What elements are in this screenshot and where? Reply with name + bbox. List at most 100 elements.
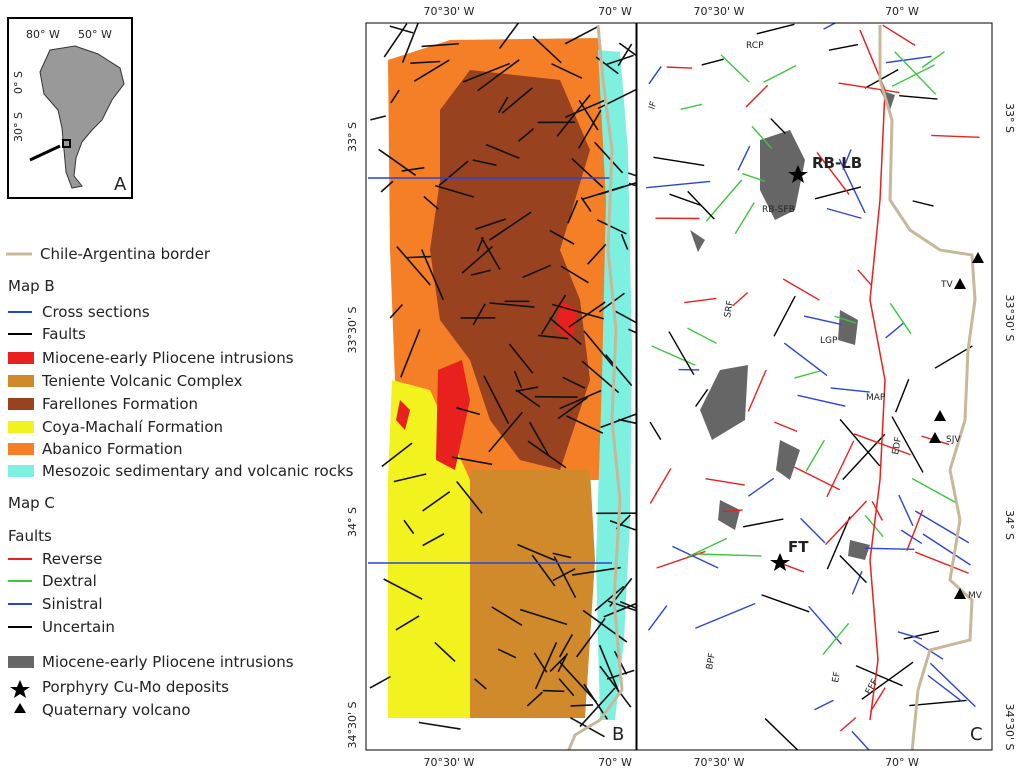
fault: [423, 195, 439, 210]
fault: [912, 200, 934, 207]
map-frame: [636, 22, 993, 751]
fault: [763, 64, 797, 83]
fault: [922, 533, 971, 566]
fault: [900, 529, 923, 545]
fault: [517, 543, 556, 561]
inset-lon-label: 80° W: [26, 28, 60, 41]
fault: [513, 370, 523, 389]
fault: [456, 480, 483, 514]
fault: [828, 43, 859, 51]
fault: [508, 343, 534, 374]
fault: [695, 602, 756, 629]
map-label: LGP: [820, 336, 838, 346]
fault: [842, 149, 852, 170]
fault: [488, 411, 523, 453]
legend-text: Cross sections: [42, 303, 150, 321]
fault: [370, 115, 386, 121]
legend-text: Abanico Formation: [42, 440, 183, 458]
fault: [517, 127, 535, 142]
tick-label: 70° W: [598, 756, 632, 769]
legend-heading: Faults: [8, 527, 52, 545]
fault: [420, 249, 444, 301]
fault: [580, 196, 592, 213]
fault: [515, 386, 539, 393]
fault: [531, 554, 556, 587]
fault: [480, 236, 501, 271]
fault: [680, 103, 703, 110]
fault: [532, 35, 562, 64]
fault: [823, 23, 837, 30]
fault: [826, 440, 855, 498]
map-label: MAP: [866, 393, 886, 403]
fault: [794, 370, 821, 379]
fault: [770, 118, 786, 135]
fault: [452, 456, 493, 466]
map-label: SJV: [946, 435, 961, 445]
legend-text: Porphyry Cu-Mo deposits: [42, 678, 229, 696]
map-c: 70°30' W 70° W 70°30' W 70° W 33° S 33°3…: [636, 5, 1016, 769]
legend: Chile-Argentina border Map B Cross secti…: [6, 245, 354, 719]
fault: [400, 329, 421, 378]
fault: [571, 157, 604, 188]
fault: [909, 699, 967, 707]
fault: [734, 202, 755, 235]
fault: [913, 639, 944, 660]
fault: [534, 395, 578, 399]
fault: [705, 179, 743, 222]
fault: [745, 84, 769, 108]
legend-swatch: [10, 680, 30, 698]
fault: [814, 186, 862, 200]
fault: [886, 55, 932, 64]
fault: [871, 500, 884, 521]
fault: [582, 609, 628, 643]
fault: [558, 661, 597, 703]
fault: [522, 264, 552, 279]
deposit: [770, 553, 790, 571]
fault: [562, 376, 586, 389]
fault: [742, 172, 766, 183]
fault: [794, 466, 841, 491]
fault: [869, 687, 886, 713]
fault: [859, 29, 886, 721]
fault: [559, 389, 602, 410]
fault: [839, 418, 881, 467]
fault: [594, 585, 625, 612]
fault: [747, 477, 775, 497]
fault: [921, 51, 945, 69]
fault: [501, 87, 533, 114]
tick-label: 70°30' W: [694, 756, 745, 769]
legend-text: Uncertain: [42, 618, 115, 636]
fault: [646, 180, 711, 189]
fault: [797, 394, 846, 407]
fault: [885, 322, 904, 339]
fault: [842, 433, 886, 481]
map-label: IF: [647, 100, 659, 111]
fault: [898, 494, 914, 527]
fault: [861, 661, 914, 700]
fault: [822, 622, 850, 655]
fault: [628, 172, 636, 177]
fault: [782, 278, 820, 301]
fault: [474, 678, 487, 690]
fault: [587, 243, 607, 265]
legend-text: Sinistral: [42, 595, 103, 613]
fault: [839, 717, 857, 732]
panel-label: A: [114, 174, 127, 195]
fault: [389, 303, 404, 319]
fault: [390, 89, 400, 104]
fault: [603, 602, 636, 618]
inset-lat-label: 0° S: [12, 71, 25, 94]
fault: [668, 331, 695, 376]
fault: [462, 62, 511, 83]
legend-swatch: [8, 421, 34, 433]
fault: [558, 634, 574, 658]
fault: [722, 509, 743, 513]
fault: [383, 578, 423, 600]
fault: [914, 510, 970, 544]
teniente: [470, 470, 595, 718]
legend-swatch: [8, 352, 34, 364]
panel-label: B: [612, 724, 624, 745]
fault: [899, 94, 938, 100]
fault: [800, 517, 826, 544]
fault: [609, 519, 636, 531]
